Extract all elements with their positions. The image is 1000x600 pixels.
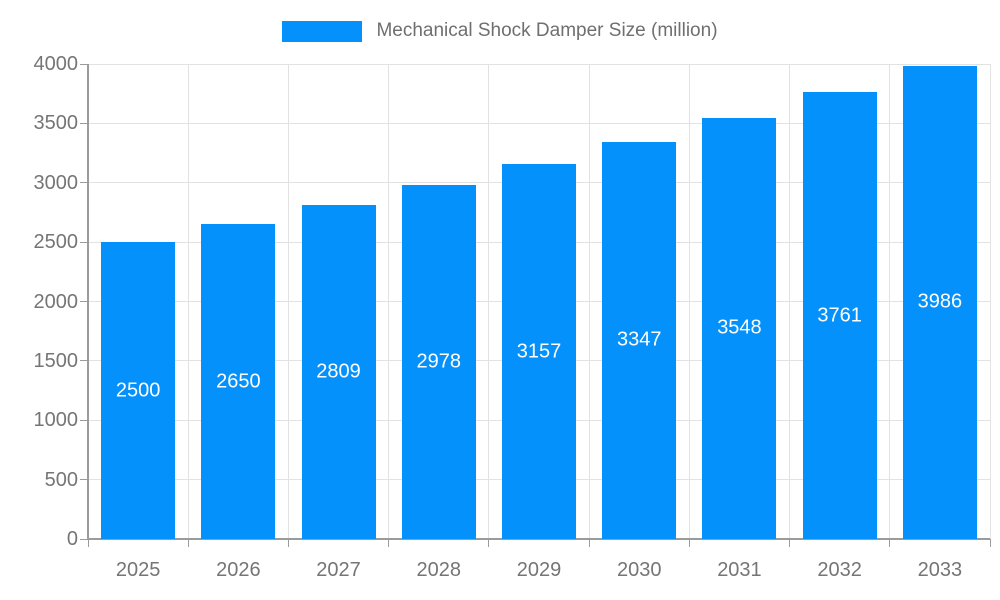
bar: 3761	[802, 92, 877, 539]
x-axis-tick	[688, 539, 690, 547]
gridline-vertical	[187, 64, 189, 539]
y-tick-label: 2000	[33, 290, 79, 313]
y-tick-label: 3000	[33, 171, 79, 194]
y-tick-label: 2500	[33, 231, 79, 254]
chart-legend: Mechanical Shock Damper Size (million)	[0, 20, 1000, 42]
bar-value-label: 2500	[115, 379, 161, 402]
y-tick-label: 3500	[33, 112, 79, 135]
x-axis-tick	[789, 539, 791, 547]
y-axis-tick	[80, 419, 88, 421]
x-axis-tick	[287, 539, 289, 547]
gridline-vertical	[588, 64, 590, 539]
x-tick-label: 2028	[416, 559, 462, 581]
y-axis-tick	[80, 182, 88, 184]
gridline-vertical	[388, 64, 390, 539]
x-axis-tick	[488, 539, 490, 547]
y-axis-tick	[80, 360, 88, 362]
legend-label: Mechanical Shock Damper Size (million)	[376, 20, 718, 41]
y-tick-label: 1000	[33, 409, 79, 432]
x-axis-line	[87, 538, 990, 540]
bar-value-label: 3157	[516, 340, 562, 363]
x-axis-tick	[187, 539, 189, 547]
gridline-horizontal	[88, 122, 990, 124]
bar-value-label: 3986	[917, 290, 963, 313]
gridline-vertical	[688, 64, 690, 539]
x-axis-tick	[889, 539, 891, 547]
legend-swatch	[282, 20, 363, 42]
y-axis-line	[87, 64, 89, 540]
y-axis-tick	[80, 479, 88, 481]
y-tick-label: 500	[44, 468, 78, 491]
gridline-vertical	[789, 64, 791, 539]
x-tick-label: 2031	[717, 559, 762, 581]
bar: 3157	[502, 164, 576, 539]
x-tick-label: 2033	[917, 559, 963, 581]
y-axis-tick	[80, 241, 88, 243]
y-axis-tick	[80, 122, 88, 124]
y-axis-tick	[80, 301, 88, 302]
x-tick-label: 2029	[516, 559, 562, 581]
bar: 3548	[702, 117, 777, 539]
bar-value-label: 3761	[817, 304, 862, 327]
gridline-vertical	[488, 64, 490, 539]
bar-value-label: 2978	[416, 350, 462, 373]
gridline-vertical	[287, 64, 289, 539]
x-axis-tick	[588, 539, 590, 547]
y-axis-tick	[80, 538, 88, 540]
bar-value-label: 2809	[316, 360, 361, 383]
y-tick-label: 4000	[33, 53, 79, 75]
bar-value-label: 3347	[616, 328, 662, 351]
y-tick-label: 1500	[33, 349, 79, 372]
bar-value-label: 2650	[216, 370, 261, 393]
y-axis-tick	[80, 63, 88, 65]
x-tick-label: 2032	[817, 559, 862, 581]
gridline-vertical	[889, 64, 891, 539]
x-tick-label: 2025	[115, 559, 161, 581]
x-tick-label: 2026	[216, 559, 261, 581]
y-tick-label: 0	[66, 528, 78, 550]
bar-value-label: 3548	[717, 316, 762, 339]
bar: 3347	[602, 141, 677, 539]
x-tick-label: 2027	[316, 559, 361, 581]
bar: 2500	[101, 242, 176, 539]
bar: 2978	[401, 185, 476, 539]
gridline-horizontal	[88, 63, 990, 65]
bar: 2650	[201, 224, 276, 539]
x-axis-tick	[989, 539, 991, 547]
x-axis-tick	[388, 539, 390, 547]
gridline-vertical	[989, 64, 991, 539]
x-tick-label: 2030	[616, 559, 662, 581]
x-axis-tick	[87, 539, 89, 547]
bar: 2809	[301, 205, 376, 539]
bar: 3986	[902, 65, 977, 539]
